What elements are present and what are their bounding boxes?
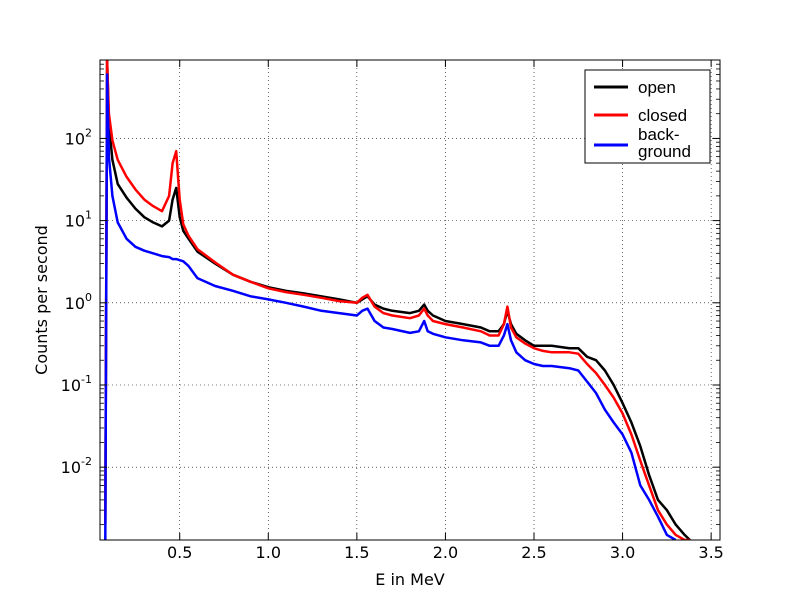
x-tick-label-6: 3.5 <box>698 543 723 562</box>
x-tick-label-2: 1.5 <box>344 543 369 562</box>
x-tick-label-5: 3.0 <box>610 543 635 562</box>
y-tick-label-4: 102 <box>65 126 92 148</box>
x-tick-labels: 0.5 1.0 1.5 2.0 2.5 3.0 3.5 <box>167 543 724 562</box>
series-line-open <box>104 60 691 540</box>
series-group <box>104 60 691 540</box>
axis-ticks <box>100 60 720 540</box>
y-tick-label-2: 100 <box>65 291 92 313</box>
plot-frame <box>99 59 721 541</box>
legend-label-open: open <box>638 78 676 97</box>
x-tick-label-3: 2.0 <box>433 543 458 562</box>
y-axis-label: Counts per second <box>32 225 51 375</box>
y-tick-labels: 10-2 10-1 100 101 102 <box>61 126 92 477</box>
x-tick-label-0: 0.5 <box>167 543 192 562</box>
series-line-back-ground <box>104 73 677 540</box>
y-tick-label-0: 10-2 <box>61 455 92 477</box>
series-line-closed <box>104 60 690 540</box>
x-tick-label-4: 2.5 <box>521 543 546 562</box>
legend-label-closed: closed <box>638 106 687 125</box>
legend-label-background-line2: ground <box>638 142 691 161</box>
x-axis-label: E in MeV <box>375 570 445 589</box>
y-tick-label-3: 101 <box>65 209 92 231</box>
y-tick-label-1: 10-1 <box>61 373 92 395</box>
x-tick-label-1: 1.0 <box>256 543 281 562</box>
legend-label-background-line1: back- <box>638 125 680 144</box>
legend: open closed back- ground <box>584 69 711 164</box>
